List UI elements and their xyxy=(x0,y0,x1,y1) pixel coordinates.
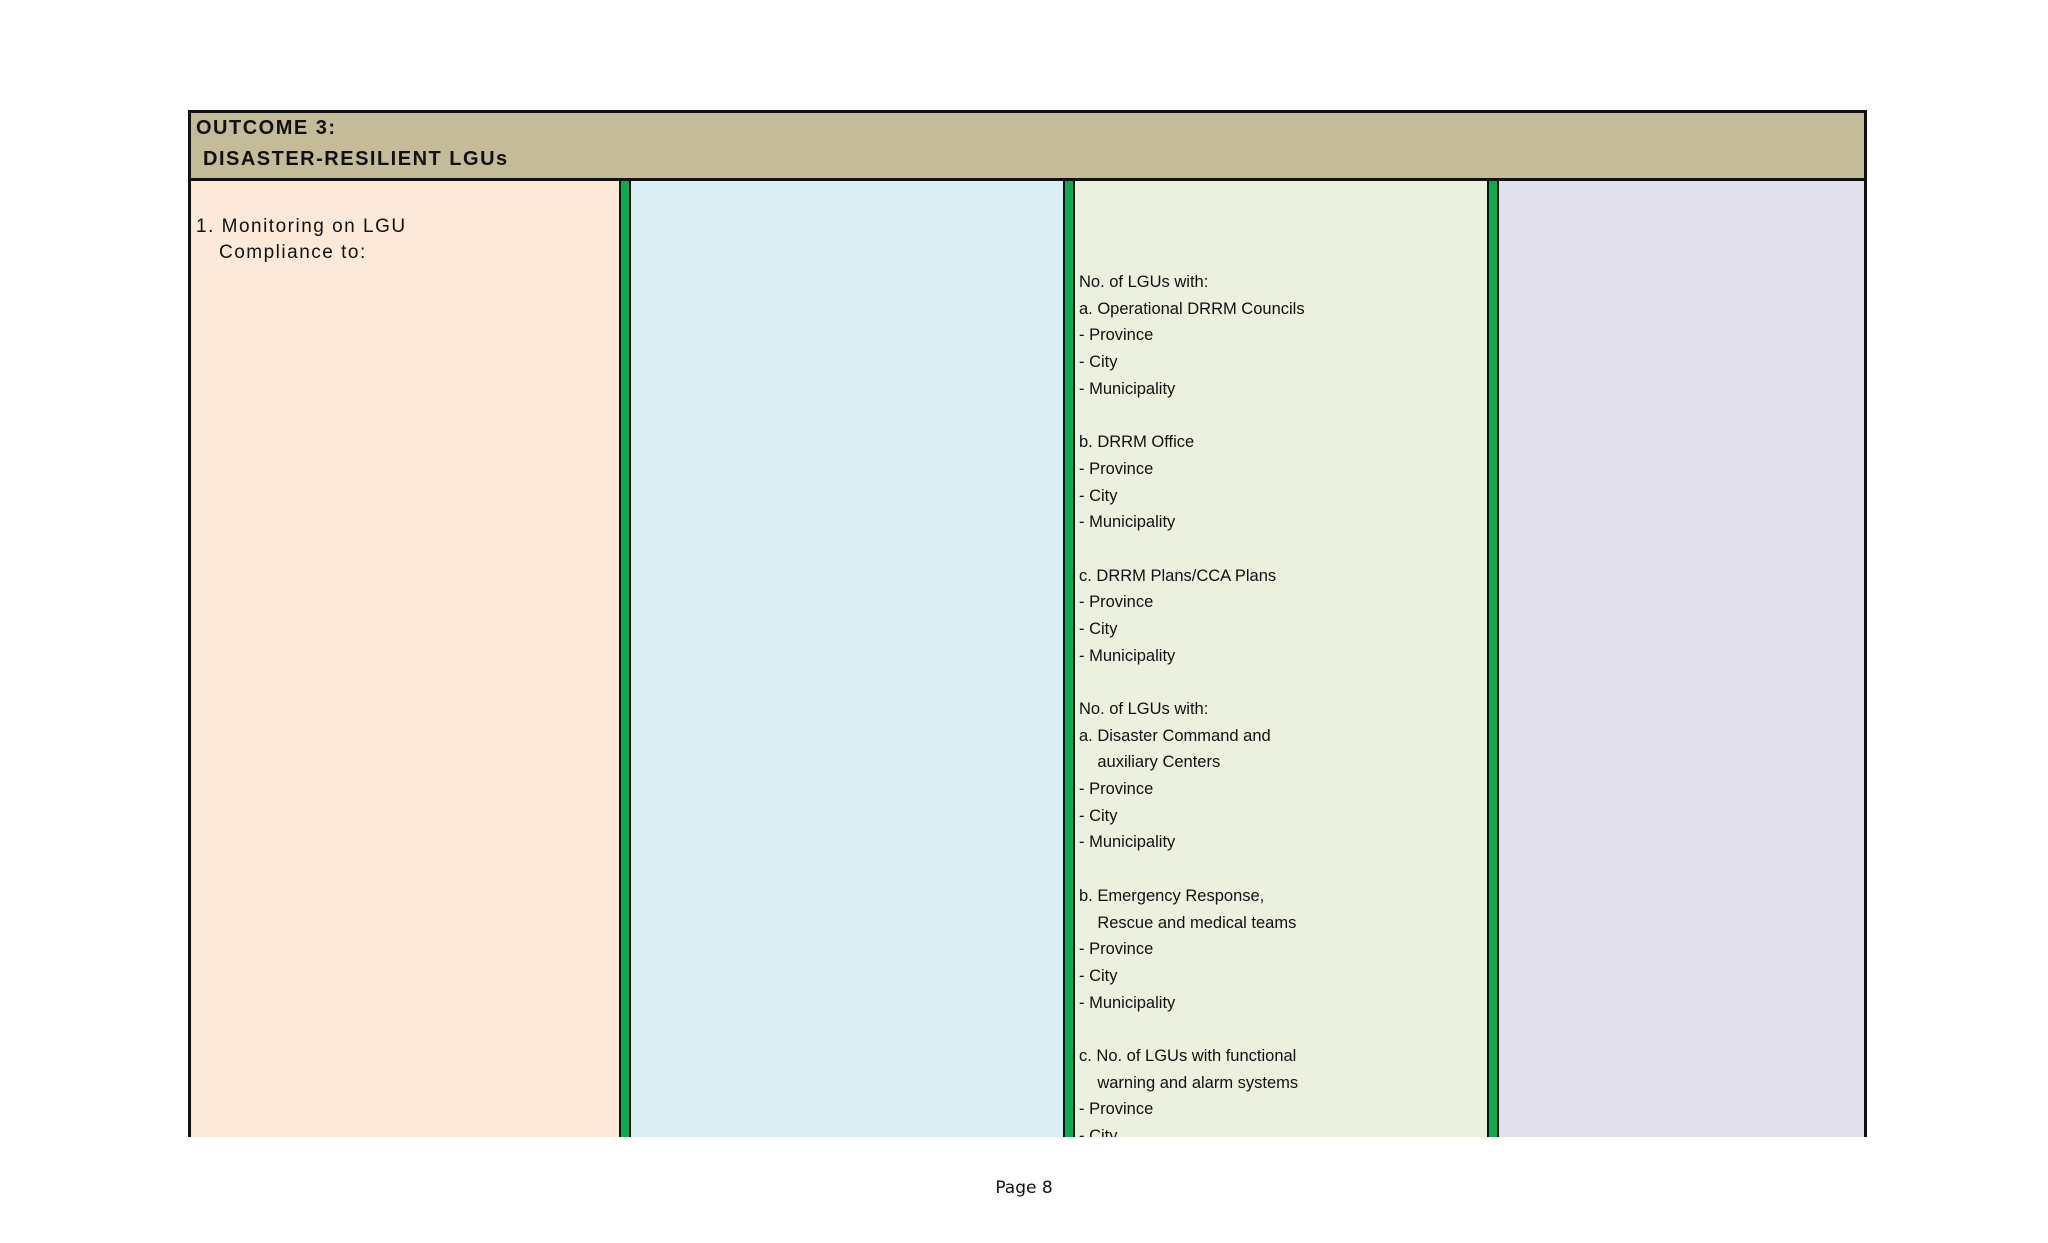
activity-line-2: Compliance to: xyxy=(219,242,367,263)
indicator-item: - Municipality xyxy=(1079,513,1176,532)
indicator-item: - Province xyxy=(1079,1100,1154,1119)
outcome-header: OUTCOME 3: DISASTER-RESILIENT LGUs xyxy=(191,113,1864,181)
indicator-item: Rescue and medical teams xyxy=(1079,913,1297,932)
indicator-item: auxiliary Centers xyxy=(1079,753,1221,772)
indicator-item: - Province xyxy=(1079,780,1154,799)
indicator-list: No. of LGUs with: a. Operational DRRM Cou… xyxy=(1079,269,1305,1137)
indicator-column: No. of LGUs with: a. Operational DRRM Cou… xyxy=(1075,181,1487,1137)
indicator-item: - Municipality xyxy=(1079,646,1176,665)
indicator-item xyxy=(1079,402,1305,429)
indicator-item: - City xyxy=(1079,806,1118,825)
activity-column: 1. Monitoring on LGU Compliance to: xyxy=(191,181,619,1137)
indicator-item: - City xyxy=(1079,966,1118,985)
activity-line-1: 1. Monitoring on LGU xyxy=(196,216,407,237)
indicator-item: a. Operational DRRM Councils xyxy=(1079,299,1305,318)
outcome-table: OUTCOME 3: DISASTER-RESILIENT LGUs 1. Mo… xyxy=(188,110,1867,1137)
indicator-item: - Province xyxy=(1079,459,1154,478)
indicator-item: - City xyxy=(1079,619,1118,638)
indicator-item: - Municipality xyxy=(1079,993,1176,1012)
indicator-item: - City xyxy=(1079,486,1118,505)
page-number: Page 8 xyxy=(995,1178,1053,1198)
indicator-item xyxy=(1079,536,1305,563)
indicator-item: c. No. of LGUs with functional xyxy=(1079,1046,1297,1065)
indicator-item xyxy=(1079,1016,1305,1043)
indicator-item xyxy=(1079,669,1305,696)
indicator-item: - Municipality xyxy=(1079,379,1176,398)
column-divider xyxy=(1487,181,1499,1137)
indicator-item: No. of LGUs with: xyxy=(1079,700,1209,718)
indicator-item: a. Disaster Command and xyxy=(1079,726,1271,745)
output-column xyxy=(631,181,1063,1137)
indicator-item: - Municipality xyxy=(1079,833,1176,852)
indicator-item xyxy=(1079,856,1305,883)
target-column xyxy=(1499,181,1864,1137)
indicator-item: b. Emergency Response, xyxy=(1079,886,1265,905)
outcome-label: OUTCOME 3: xyxy=(196,117,337,139)
column-divider xyxy=(619,181,631,1137)
outcome-title: DISASTER-RESILIENT LGUs xyxy=(203,148,509,170)
indicator-item: - City xyxy=(1079,1127,1118,1137)
indicator-item: c. DRRM Plans/CCA Plans xyxy=(1079,566,1277,585)
indicator-item: - Province xyxy=(1079,593,1154,612)
indicator-item: No. of LGUs with: xyxy=(1079,273,1209,291)
indicator-item: b. DRRM Office xyxy=(1079,433,1195,452)
indicator-item: - City xyxy=(1079,353,1118,372)
indicator-item: - Province xyxy=(1079,326,1154,345)
indicator-item: - Province xyxy=(1079,940,1154,959)
indicator-item: warning and alarm systems xyxy=(1079,1073,1299,1092)
column-divider xyxy=(1063,181,1075,1137)
